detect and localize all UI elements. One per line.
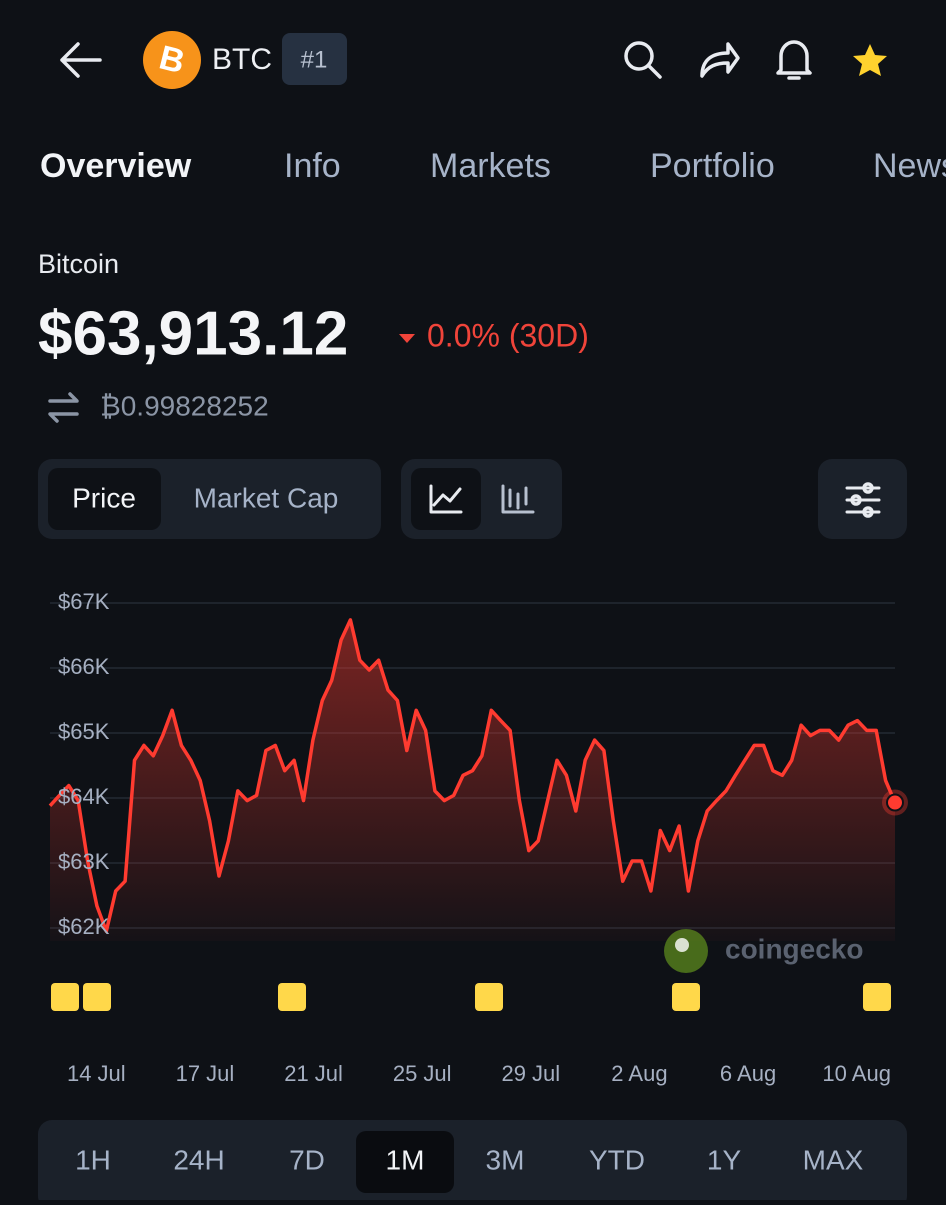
line-chart-button[interactable] <box>429 484 463 514</box>
toggle-price[interactable]: Price <box>72 482 136 513</box>
tab[interactable]: Markets <box>430 147 551 185</box>
x-tick-label: 6 Aug <box>720 1061 776 1086</box>
y-tick-label: $65K <box>58 719 110 744</box>
swap-icon <box>48 392 79 423</box>
x-tick-label: 25 Jul <box>393 1061 452 1086</box>
tab-active[interactable]: Overview <box>40 147 192 185</box>
price-change: 0.0% (30D) <box>427 317 589 353</box>
tab[interactable]: News <box>873 147 946 185</box>
x-tick-label: 21 Jul <box>284 1061 343 1086</box>
watermark: coingecko <box>725 933 863 964</box>
watermark-logo <box>664 929 708 973</box>
last-price-dot <box>886 793 904 812</box>
favorite-button[interactable] <box>853 44 887 76</box>
tab[interactable]: Info <box>284 147 341 185</box>
coin-logo: B <box>143 31 201 89</box>
time-range[interactable]: 1H <box>75 1144 111 1175</box>
y-tick-label: $64K <box>58 784 110 809</box>
coin-name: Bitcoin <box>38 249 119 279</box>
x-tick-label: 29 Jul <box>501 1061 560 1086</box>
btc-price: ₿0.99828252 <box>100 390 269 421</box>
time-range[interactable]: 3M <box>486 1144 525 1175</box>
toggle-selected <box>48 468 161 530</box>
toggle-market-cap[interactable]: Market Cap <box>194 482 339 513</box>
time-range[interactable]: YTD <box>589 1144 645 1175</box>
price: $63,913.12 <box>38 299 348 368</box>
y-tick-label: $63K <box>58 849 110 874</box>
y-tick-label: $62K <box>58 914 110 939</box>
back-button[interactable] <box>60 42 102 78</box>
search-button[interactable] <box>624 41 662 79</box>
time-range[interactable]: 24H <box>173 1144 224 1175</box>
rank: #1 <box>301 46 328 73</box>
x-tick-label: 14 Jul <box>67 1061 126 1086</box>
chart-settings-button[interactable] <box>845 482 881 518</box>
x-tick-label: 10 Aug <box>822 1061 891 1086</box>
time-range-selected <box>356 1131 454 1193</box>
time-range[interactable]: 7D <box>289 1144 325 1175</box>
y-tick-label: $66K <box>58 654 110 679</box>
share-button[interactable] <box>700 42 740 78</box>
time-range[interactable]: 1Y <box>707 1144 742 1175</box>
rank-badge <box>282 33 347 85</box>
tab[interactable]: Portfolio <box>650 147 775 185</box>
down-arrow <box>399 334 415 343</box>
candle-chart-button[interactable] <box>501 484 535 514</box>
x-tick-label: 17 Jul <box>176 1061 235 1086</box>
alert-button[interactable] <box>776 40 812 80</box>
x-tick-label: 2 Aug <box>611 1061 667 1086</box>
time-range-active[interactable]: 1M <box>386 1144 425 1175</box>
coin-symbol: BTC <box>212 43 272 76</box>
event-markers[interactable] <box>51 983 891 1011</box>
price-line <box>48 618 897 934</box>
time-range[interactable]: MAX <box>803 1144 864 1175</box>
time-range-bar <box>38 1120 907 1205</box>
y-tick-label: $67K <box>58 589 110 614</box>
